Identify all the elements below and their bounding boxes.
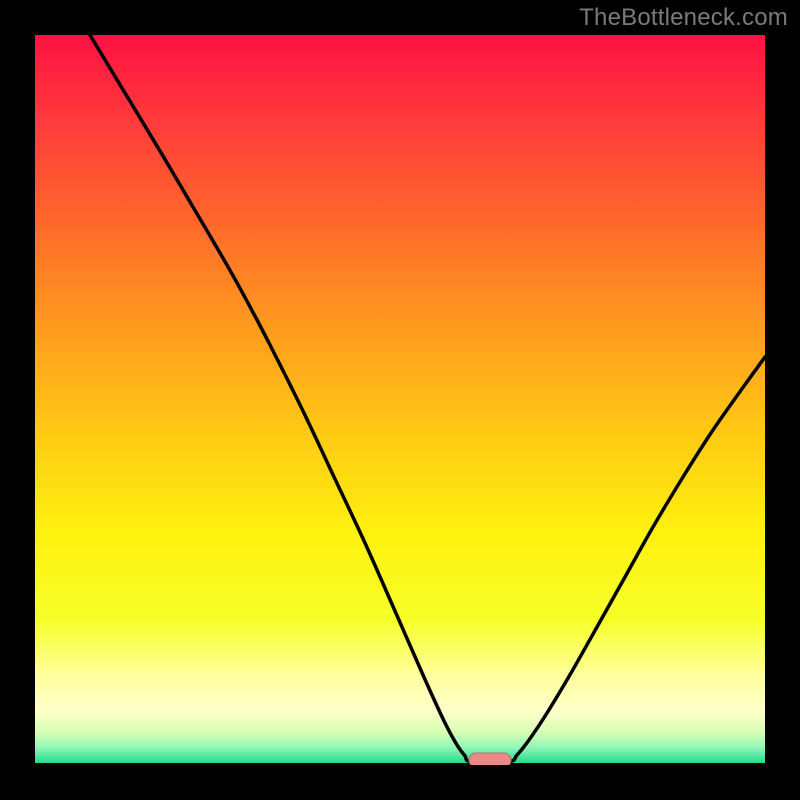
watermark-text: TheBottleneck.com <box>579 4 788 32</box>
optimal-marker <box>469 753 511 765</box>
chart-background <box>35 35 765 765</box>
plot-area <box>35 35 765 765</box>
chart-frame: TheBottleneck.com <box>0 0 800 800</box>
chart-svg <box>35 35 765 765</box>
